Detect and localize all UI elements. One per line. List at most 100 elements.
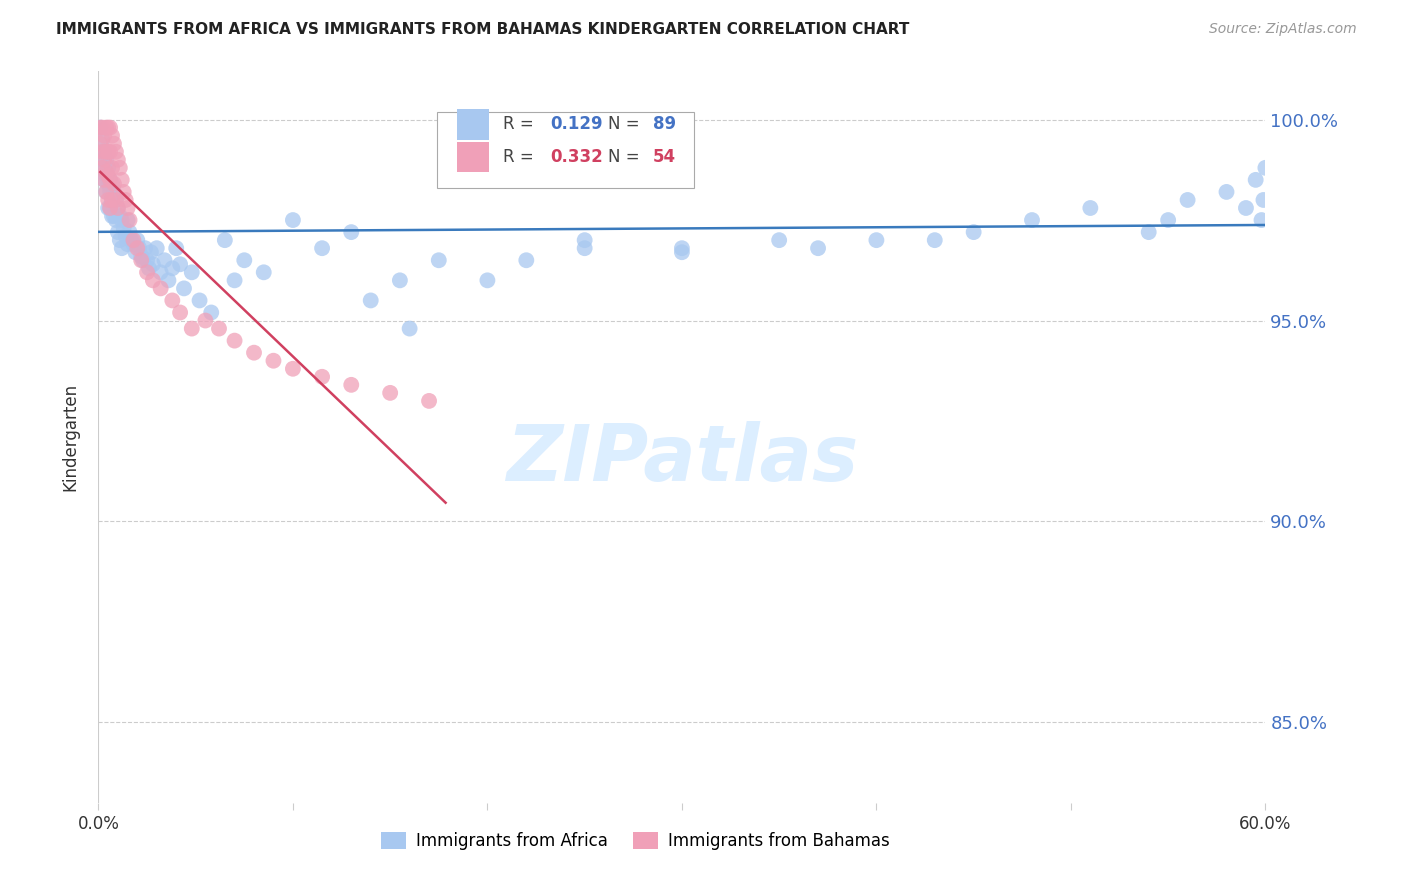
Point <box>1080 201 1102 215</box>
Point <box>121 233 143 247</box>
Point <box>101 193 124 207</box>
Point <box>96 120 118 135</box>
Point <box>224 273 246 287</box>
Point <box>112 221 135 235</box>
Point <box>91 161 114 175</box>
Point <box>360 293 382 308</box>
FancyBboxPatch shape <box>457 109 489 139</box>
Point <box>111 173 134 187</box>
Point <box>136 253 159 268</box>
Point <box>103 177 125 191</box>
Point <box>233 253 256 268</box>
Point <box>149 281 172 295</box>
Point <box>112 185 135 199</box>
Point <box>101 128 124 143</box>
Point <box>108 209 131 223</box>
Point <box>157 273 180 287</box>
Point <box>169 257 191 271</box>
Point <box>146 241 169 255</box>
Point <box>98 201 121 215</box>
Point <box>127 241 149 255</box>
Point <box>97 161 120 175</box>
Point <box>139 245 162 260</box>
Point <box>96 165 118 179</box>
Point <box>281 213 304 227</box>
Point <box>117 237 139 252</box>
FancyBboxPatch shape <box>457 142 489 172</box>
Point <box>101 177 124 191</box>
Text: Source: ZipAtlas.com: Source: ZipAtlas.com <box>1209 22 1357 37</box>
Point <box>97 201 120 215</box>
Point <box>214 233 236 247</box>
Point <box>142 257 165 271</box>
Text: 54: 54 <box>652 148 676 166</box>
Point <box>114 193 136 207</box>
Point <box>91 120 114 135</box>
Point <box>122 237 145 252</box>
Point <box>388 273 411 287</box>
Point <box>98 120 121 135</box>
Point <box>104 193 127 207</box>
Point <box>1215 185 1237 199</box>
Point <box>96 185 118 199</box>
Point <box>142 273 165 287</box>
Point <box>103 209 125 223</box>
Point <box>107 153 129 167</box>
Point <box>98 185 121 199</box>
Point <box>89 120 111 135</box>
Point <box>101 161 124 175</box>
Point <box>515 253 537 268</box>
Point <box>138 261 160 276</box>
Point <box>253 265 276 279</box>
Point <box>97 177 120 191</box>
Point <box>574 233 596 247</box>
Point <box>97 120 120 135</box>
Point <box>93 161 115 175</box>
Point <box>224 334 246 348</box>
Point <box>924 233 946 247</box>
Point <box>117 213 139 227</box>
Point <box>107 201 129 215</box>
Point <box>281 361 304 376</box>
Point <box>1244 173 1267 187</box>
Point <box>671 241 693 255</box>
Point <box>98 173 121 187</box>
Point <box>136 265 159 279</box>
Legend: Immigrants from Africa, Immigrants from Bahamas: Immigrants from Africa, Immigrants from … <box>374 825 896 856</box>
Point <box>89 120 111 135</box>
Point <box>1137 225 1160 239</box>
Point <box>311 369 333 384</box>
Point <box>96 185 118 199</box>
Point <box>93 153 115 167</box>
Point <box>165 241 187 255</box>
Text: N =: N = <box>609 115 645 133</box>
Point <box>1157 213 1180 227</box>
Point <box>1253 193 1275 207</box>
Point <box>129 249 152 263</box>
Point <box>169 305 191 319</box>
Point <box>107 201 129 215</box>
Text: ZIPatlas: ZIPatlas <box>506 421 858 497</box>
Point <box>208 321 231 335</box>
Point <box>1254 161 1277 175</box>
Point <box>340 377 363 392</box>
Point <box>865 233 887 247</box>
Point <box>574 241 596 255</box>
Point <box>97 145 120 159</box>
Point <box>104 193 127 207</box>
Point <box>103 136 125 151</box>
Text: IMMIGRANTS FROM AFRICA VS IMMIGRANTS FROM BAHAMAS KINDERGARTEN CORRELATION CHART: IMMIGRANTS FROM AFRICA VS IMMIGRANTS FRO… <box>56 22 910 37</box>
Point <box>1234 201 1257 215</box>
Y-axis label: Kindergarten: Kindergarten <box>62 383 80 491</box>
Point <box>124 245 146 260</box>
Point <box>96 169 118 183</box>
Point <box>180 321 202 335</box>
Point <box>111 241 134 255</box>
Point <box>107 225 129 239</box>
Point <box>103 185 125 199</box>
Point <box>134 241 156 255</box>
Point <box>311 241 333 255</box>
Point <box>117 201 139 215</box>
Point <box>427 253 450 268</box>
Point <box>108 161 131 175</box>
